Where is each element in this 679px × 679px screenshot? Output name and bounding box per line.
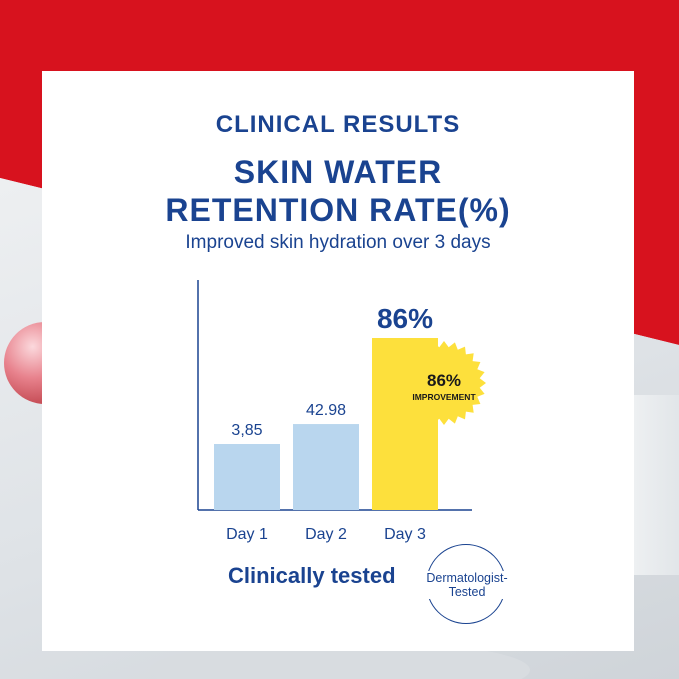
bar-day-1 bbox=[214, 444, 280, 510]
chart-title-line-1: SKIN WATER bbox=[233, 154, 443, 190]
badge-line-1: Dermatologist- bbox=[417, 571, 517, 585]
chart-title-line-2: RETENTION RATE(%) bbox=[165, 192, 511, 228]
data-label-day-3: 86% bbox=[377, 303, 433, 334]
dermatologist-tested-badge: Dermatologist- Tested bbox=[417, 544, 517, 624]
bar-day-2 bbox=[293, 424, 359, 510]
tick-label-day-1: Day 1 bbox=[226, 526, 268, 543]
improvement-value: 86% bbox=[427, 371, 461, 390]
data-label-day-2: 42.98 bbox=[306, 402, 346, 419]
clinically-tested-label: Clinically tested bbox=[228, 563, 396, 588]
bar-chart: 3,85 Day 1 42.98 Day 2 86% Day 3 86% IMPROVEMEN… bbox=[197, 280, 486, 543]
tick-label-day-2: Day 2 bbox=[305, 526, 347, 543]
section-kicker: CLINICAL RESULTS bbox=[215, 111, 461, 138]
chart-subtitle: Improved skin hydration over 3 days bbox=[185, 232, 491, 253]
dermatologist-tested-text: Dermatologist- Tested bbox=[417, 571, 517, 599]
data-label-day-1: 3,85 bbox=[231, 422, 262, 439]
tick-label-day-3: Day 3 bbox=[384, 526, 426, 543]
results-card: CLINICAL RESULTS SKIN WATER RETENTION RA… bbox=[42, 71, 634, 651]
chart-title: SKIN WATER RETENTION RATE(%) bbox=[42, 153, 634, 229]
improvement-starburst bbox=[402, 341, 486, 425]
badge-line-2: Tested bbox=[417, 585, 517, 599]
improvement-text: IMPROVEMENT bbox=[412, 392, 476, 402]
